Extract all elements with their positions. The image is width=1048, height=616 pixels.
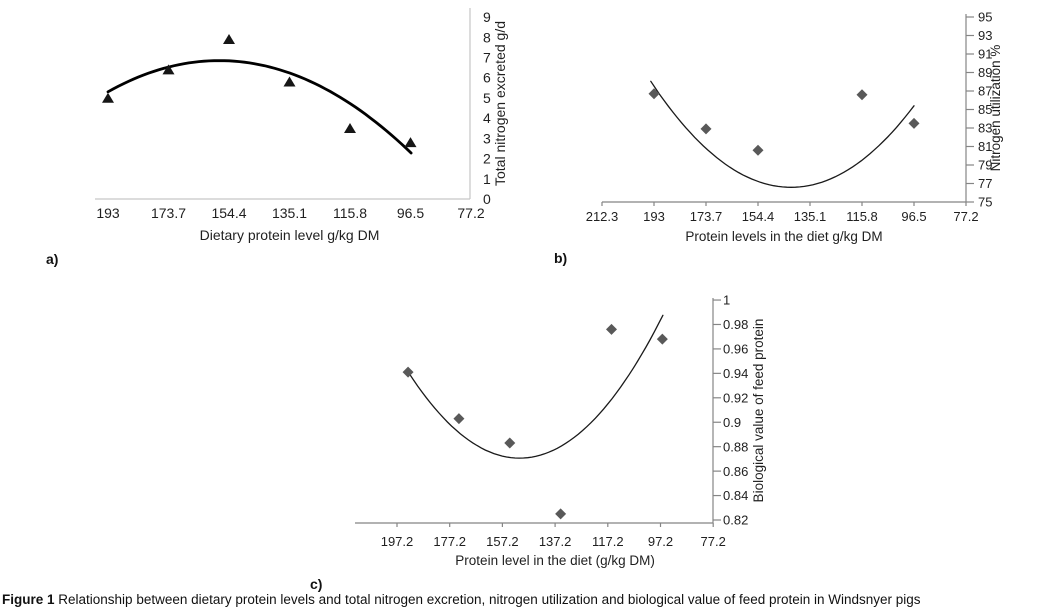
- y-tick-label: 3: [483, 130, 491, 146]
- y-tick-label: 0.88: [723, 439, 748, 454]
- y-axis-title: Nitrogen utilization %: [988, 45, 1003, 172]
- x-tick-label: 77.2: [953, 209, 978, 224]
- y-tick-label: 89: [978, 65, 992, 80]
- y-tick-label: 91: [978, 47, 992, 62]
- x-tick-label: 135.1: [272, 205, 307, 221]
- y-tick-label: 85: [978, 102, 992, 117]
- y-tick-label: 79: [978, 158, 992, 173]
- data-point-diamond: [504, 437, 516, 449]
- x-tick-label: 173.7: [690, 209, 723, 224]
- trend-line: [106, 59, 413, 155]
- y-tick-label: 5: [483, 90, 491, 106]
- y-axis-title: Total nitrogen excreted g/d: [492, 21, 508, 186]
- y-tick-label: 2: [483, 151, 491, 167]
- figure-caption: Figure 1 Relationship between dietary pr…: [2, 592, 1048, 607]
- x-tick-label: 97.2: [648, 534, 673, 549]
- x-tick-label: 197.2: [381, 534, 414, 549]
- y-tick-label: 0: [483, 191, 491, 207]
- y-tick-label: 83: [978, 121, 992, 136]
- y-tick-label: 0.96: [723, 342, 748, 357]
- chart-a-group: 193 173.7 154.4 135.1 115.8 96.5 77.20 1 2 3 4 5 6 7 8…: [95, 8, 508, 243]
- data-point-diamond: [856, 89, 868, 101]
- x-tick-label: 193: [96, 205, 120, 221]
- data-point-diamond: [555, 508, 567, 520]
- x-tick-label: 177.2: [433, 534, 466, 549]
- y-tick-label: 0.98: [723, 317, 748, 332]
- x-tick-label: 77.2: [701, 534, 726, 549]
- data-point-diamond: [402, 366, 414, 378]
- y-tick-label: 0.86: [723, 464, 748, 479]
- y-tick-label: 0.92: [723, 390, 748, 405]
- data-point-triangle: [162, 64, 175, 75]
- data-point-diamond: [700, 123, 712, 135]
- data-point-diamond: [908, 117, 920, 129]
- y-tick-label: 1: [723, 293, 730, 308]
- data-point-diamond: [656, 333, 668, 345]
- x-axis-title: Protein level in the diet (g/kg DM): [455, 553, 655, 568]
- y-tick-label: 95: [978, 10, 992, 25]
- chart-c-group: 197.2 177.2 157.2 137.2 117.2 97.2 77.2 0.82 0.8…: [355, 293, 766, 568]
- x-axis-title: Protein levels in the diet g/kg DM: [685, 229, 882, 244]
- data-point-diamond: [605, 323, 617, 335]
- x-tick-label: 135.1: [794, 209, 827, 224]
- chart-b-group: 212.3 193 173.7 154.4 135.1 115.8 96.5 77.275 77…: [586, 10, 1003, 244]
- x-tick-label: 117.2: [592, 534, 624, 549]
- trend-line: [408, 314, 664, 459]
- y-tick-label: 75: [978, 195, 992, 210]
- x-tick-label: 212.3: [586, 209, 619, 224]
- data-point-diamond: [453, 413, 465, 425]
- x-tick-label: 193: [643, 209, 665, 224]
- panel-label-a: a): [46, 251, 59, 267]
- y-tick-label: 7: [483, 50, 491, 66]
- y-tick-label: 0.9: [723, 415, 741, 430]
- x-tick-label: 154.4: [742, 209, 775, 224]
- y-tick-label: 6: [483, 70, 491, 86]
- y-tick-label: 1: [483, 171, 491, 187]
- x-tick-label: 96.5: [901, 209, 926, 224]
- y-tick-label: 0.82: [723, 513, 748, 528]
- x-tick-label: 115.8: [846, 209, 878, 224]
- data-point-triangle: [102, 92, 114, 103]
- x-tick-label: 154.4: [211, 205, 246, 221]
- panel-label-b: b): [554, 250, 568, 266]
- x-tick-label: 115.8: [333, 205, 367, 221]
- y-tick-label: 81: [978, 139, 992, 154]
- y-tick-label: 0.84: [723, 488, 748, 503]
- y-tick-label: 9: [483, 9, 491, 25]
- data-point-triangle: [283, 76, 296, 87]
- y-tick-label: 77: [978, 176, 992, 191]
- x-tick-label: 77.2: [457, 205, 484, 221]
- y-tick-label: 4: [483, 110, 491, 126]
- y-tick-label: 0.94: [723, 366, 748, 381]
- x-axis-title: Dietary protein level g/kg DM: [200, 227, 380, 243]
- y-tick-label: 8: [483, 29, 491, 45]
- figure-caption-number: Figure 1: [2, 592, 55, 607]
- charts-canvas: 193 173.7 154.4 135.1 115.8 96.5 77.2012345678…: [95, 8, 1003, 568]
- data-point-diamond: [752, 144, 764, 156]
- x-tick-label: 137.2: [539, 534, 572, 549]
- trend-line: [650, 80, 915, 188]
- y-tick-label: 87: [978, 84, 992, 99]
- figure-caption-text: Relationship between dietary protein lev…: [54, 592, 921, 607]
- x-tick-label: 96.5: [397, 205, 424, 221]
- data-point-triangle: [404, 137, 417, 148]
- data-point-diamond: [648, 88, 660, 100]
- y-axis-title: Biological value of feed protein: [751, 319, 766, 503]
- data-point-triangle: [223, 34, 235, 45]
- y-tick-label: 93: [978, 28, 992, 43]
- x-tick-label: 173.7: [151, 205, 186, 221]
- panel-label-c: c): [310, 576, 323, 592]
- data-point-triangle: [344, 123, 356, 134]
- x-tick-label: 157.2: [486, 534, 519, 549]
